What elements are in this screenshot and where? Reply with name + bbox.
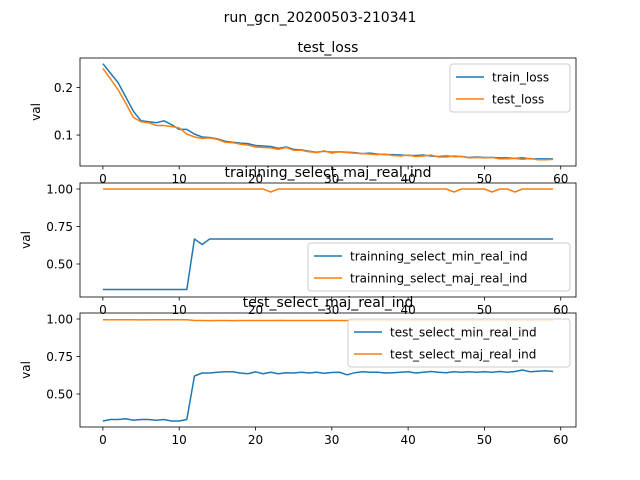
legend-box	[307, 242, 571, 292]
y-tick-label: 0.50	[46, 388, 73, 402]
subplot-title: test_select_maj_real_ind	[243, 295, 414, 311]
y-tick-label: 0.1	[54, 129, 73, 143]
y-tick-label: 0.2	[54, 81, 73, 95]
x-tick-label: 40	[400, 172, 415, 186]
subplot-title: trainning_select_maj_real_ind	[225, 165, 432, 181]
series-line-test-loss	[102, 68, 554, 161]
legend-entry: test_select_min_real_ind	[390, 326, 537, 340]
x-tick-label: 0	[99, 303, 107, 317]
x-tick-label: 40	[400, 433, 415, 447]
legend-entry: test_select_maj_real_ind	[390, 348, 536, 362]
subplot-title: test_loss	[298, 40, 359, 56]
x-tick-label: 20	[248, 172, 263, 186]
axes-frame	[79, 312, 577, 428]
series-line-trainning-select-maj-real-ind	[102, 188, 554, 193]
y-tick-label: 0.75	[46, 350, 73, 364]
x-tick-label: 40	[400, 303, 415, 317]
x-tick-label: 60	[553, 433, 568, 447]
x-tick-label: 0	[99, 433, 107, 447]
x-tick-label: 50	[477, 303, 492, 317]
axes-frame	[79, 57, 577, 167]
legend-box	[449, 63, 571, 113]
x-tick-label: 30	[324, 433, 339, 447]
x-tick-label: 20	[248, 303, 263, 317]
x-tick-label: 10	[172, 303, 187, 317]
y-tick-label: 0.75	[46, 220, 73, 234]
axes-frame	[79, 182, 577, 298]
y-axis-label: val	[29, 103, 43, 121]
legend-entry: train_loss	[492, 71, 549, 85]
x-tick-label: 50	[477, 433, 492, 447]
legend: test_select_min_real_ind test_select_maj_…	[347, 318, 571, 368]
x-tick-label: 20	[248, 433, 263, 447]
x-tick-label: 10	[172, 433, 187, 447]
y-tick-label: 0.50	[46, 258, 73, 272]
x-tick-label: 30	[324, 172, 339, 186]
series-line-test-select-min-real-ind	[102, 369, 554, 422]
x-tick-label: 50	[477, 172, 492, 186]
x-tick-label: 0	[99, 172, 107, 186]
y-tick-label: 1.00	[46, 183, 73, 197]
series-line-trainning-select-min-real-ind	[102, 238, 554, 291]
figure-title: run_gcn_20200503-210341	[224, 10, 417, 26]
subplot-trainning-select: 0 10 20 30 40 50 60 0.50 0.75 1.00 val trainning_se…	[19, 165, 577, 317]
subplot-test-loss: 0 10 20 30 40 50 600.10.2valtest_losstrain_los…	[29, 40, 577, 186]
x-tick-label: 60	[553, 172, 568, 186]
legend: trainning_select_min_real_ind trainning_s…	[307, 242, 571, 292]
y-tick-label: 1.00	[46, 313, 73, 327]
legend-entry: trainning_select_maj_real_ind	[350, 272, 527, 286]
x-tick-label: 10	[172, 172, 187, 186]
legend: train_loss test_loss	[449, 63, 571, 113]
y-axis-label: val	[19, 231, 33, 249]
x-tick-label: 60	[553, 303, 568, 317]
subplot-test-select: 0 10 20 30 40 50 60 0.50 0.75 1.00 val test_select_…	[19, 295, 577, 447]
y-axis-label: val	[19, 361, 33, 379]
x-tick-label: 30	[324, 303, 339, 317]
legend-entry: trainning_select_min_real_ind	[350, 250, 528, 264]
legend-entry: test_loss	[492, 93, 544, 107]
legend-box	[347, 318, 571, 368]
